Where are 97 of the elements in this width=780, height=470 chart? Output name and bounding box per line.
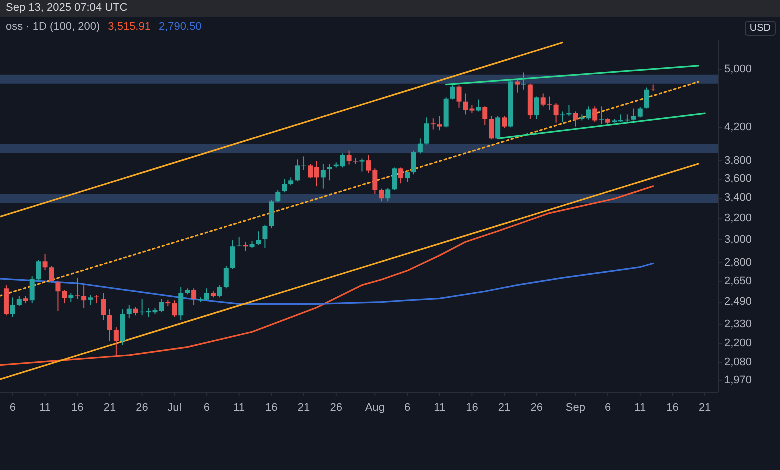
candlestick xyxy=(554,103,559,124)
x-tick-label: 21 xyxy=(298,402,310,414)
line-series xyxy=(0,262,654,306)
candlestick xyxy=(230,240,236,270)
line-series xyxy=(0,186,654,366)
candlestick xyxy=(573,111,578,128)
x-tick-label: 21 xyxy=(698,402,712,414)
text: 2,790.50 xyxy=(158,21,202,33)
candlestick xyxy=(392,167,398,191)
x-tick-label: 6 xyxy=(10,402,16,414)
candlestick xyxy=(49,266,54,284)
y-tick-label: 3,600 xyxy=(724,173,752,186)
candlestick xyxy=(534,96,540,120)
chart-subtitle: Sep 13, 2025 07:04 UTC xyxy=(0,0,780,17)
x-tick-label: 11 xyxy=(634,402,646,414)
candlestick xyxy=(295,159,300,182)
x-tick-label: 16 xyxy=(466,402,478,414)
candlestick xyxy=(178,286,184,320)
candlestick xyxy=(489,116,494,140)
candlestick xyxy=(192,288,197,306)
y-tick-label: 2,080 xyxy=(724,356,752,368)
x-tick-label: Jul xyxy=(168,402,182,414)
candlestick xyxy=(282,178,288,194)
y-tick-label: 2,490 xyxy=(724,296,752,308)
candlestick xyxy=(398,167,404,184)
x-tick-label: Aug xyxy=(365,402,385,414)
candlestick xyxy=(276,190,281,203)
x-tick-label: 11 xyxy=(434,402,446,414)
x-tick-label: 11 xyxy=(40,402,51,414)
y-tick-label: 3,400 xyxy=(724,192,752,204)
candlestick xyxy=(566,104,572,117)
text: 3,515.91 xyxy=(108,21,151,33)
candlestick xyxy=(68,292,74,303)
candlestick xyxy=(10,297,16,318)
candlestick xyxy=(456,85,462,108)
candlestick xyxy=(514,80,520,94)
candlestick xyxy=(360,158,365,172)
candlestick xyxy=(88,294,94,306)
candlestick xyxy=(418,138,423,154)
legend-title: oss · 1D (100, 200) xyxy=(6,21,100,33)
x-tick-label: 6 xyxy=(204,402,210,414)
x-tick-label: 21 xyxy=(104,402,116,414)
x-tick-label: 16 xyxy=(666,402,679,414)
y-tick-label: 2,330 xyxy=(724,318,752,330)
candlestick xyxy=(592,106,598,123)
candlestick xyxy=(107,309,112,342)
candlestick xyxy=(424,117,430,146)
candlestick xyxy=(482,106,488,126)
x-tick-label: 6 xyxy=(604,402,612,414)
candlestick xyxy=(100,292,106,320)
candlestick xyxy=(16,296,22,306)
y-tick-label: 3,000 xyxy=(724,234,752,246)
y-axis-title: USD xyxy=(744,21,776,36)
candlestick xyxy=(75,278,80,300)
candlestick xyxy=(437,116,442,132)
candlestick xyxy=(262,224,268,249)
candlestick xyxy=(560,111,566,123)
candlestick xyxy=(82,285,87,309)
candlestick xyxy=(496,116,501,140)
y-tick-label: 2,650 xyxy=(724,275,752,288)
y-tick-label: 1,970 xyxy=(724,374,752,386)
candlestick xyxy=(411,150,416,176)
x-tick-label: 26 xyxy=(136,402,148,414)
y-tick-label: 2,800 xyxy=(724,256,752,269)
x-tick-label: 21 xyxy=(498,402,511,414)
candlestick xyxy=(476,99,482,112)
candlestick xyxy=(114,327,119,358)
candlestick xyxy=(224,266,229,290)
candlestick xyxy=(346,150,352,166)
y-tick-label: 5,000 xyxy=(724,63,752,76)
candlestick xyxy=(644,87,650,110)
x-tick-label: 26 xyxy=(330,402,342,414)
candlestick xyxy=(450,84,456,100)
candlestick xyxy=(386,188,391,202)
y-tick-label: 2,200 xyxy=(724,338,752,350)
y-tick-label: 3,200 xyxy=(724,212,752,224)
x-tick-label: 16 xyxy=(266,402,278,414)
candlestick xyxy=(256,231,262,246)
x-tick-label: 6 xyxy=(404,402,411,414)
x-tick-label: 11 xyxy=(234,402,246,414)
candlestick xyxy=(521,72,526,90)
x-tick-label: 26 xyxy=(530,402,544,414)
candlestick xyxy=(217,285,222,298)
y-tick-label: 3,800 xyxy=(724,154,752,167)
candlestick xyxy=(172,300,178,318)
candlestick xyxy=(405,170,410,183)
candlestick xyxy=(430,118,436,130)
candlestick xyxy=(42,254,48,272)
candlestick xyxy=(327,164,332,182)
candlestick xyxy=(320,164,326,190)
candlestick xyxy=(599,106,604,126)
candlestick xyxy=(379,188,384,202)
candlestick xyxy=(126,304,132,320)
candlestick xyxy=(502,116,508,129)
x-tick-label: Sep xyxy=(566,402,586,414)
x-tick-label: 16 xyxy=(71,402,84,414)
y-tick-label: 4,200 xyxy=(724,122,752,134)
